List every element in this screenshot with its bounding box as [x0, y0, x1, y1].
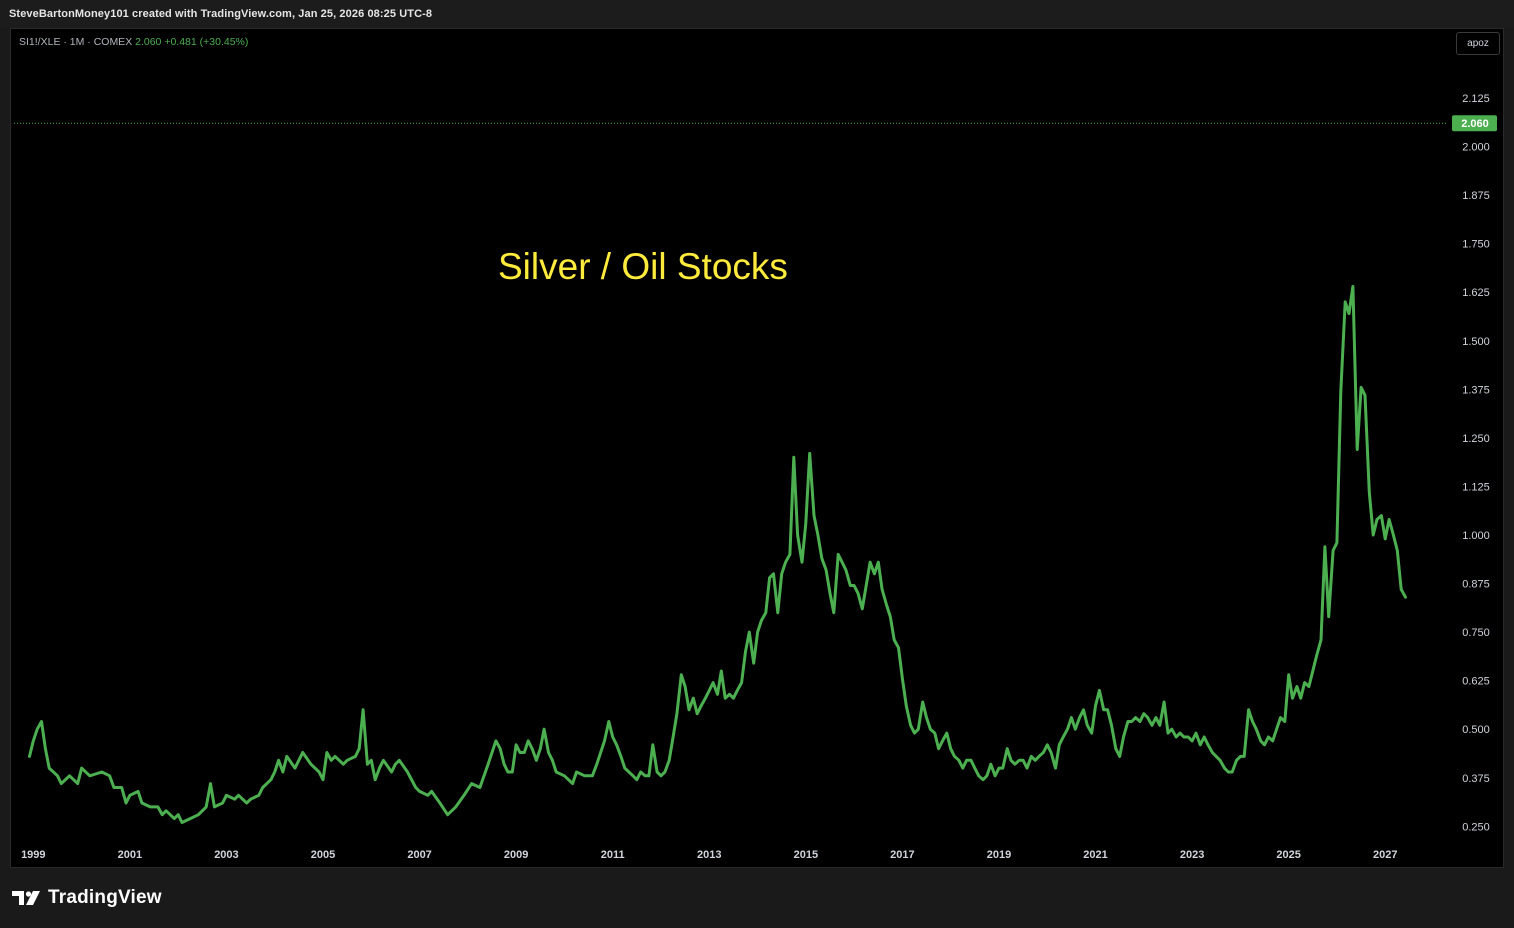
legend-symbol: SI1!/XLE · 1M · COMEX — [19, 36, 133, 48]
y-tick-label-10: 1.000 — [1462, 530, 1490, 542]
credit-text: SteveBartonMoney101 created with Trading… — [9, 8, 433, 20]
x-tick-label-2: 2003 — [214, 849, 238, 861]
y-tick-label-5: 1.625 — [1462, 287, 1490, 299]
y-tick-label-13: 0.625 — [1462, 676, 1490, 688]
legend-last-value: 2.060 — [135, 36, 162, 48]
y-tick-label-16: 0.250 — [1462, 821, 1490, 833]
last-value-label: 2.060 — [1461, 118, 1489, 130]
y-tick-label-15: 0.375 — [1462, 773, 1490, 785]
y-tick-label-11: 0.875 — [1462, 579, 1490, 591]
x-tick-label-11: 2021 — [1083, 849, 1107, 861]
y-tick-label-7: 1.375 — [1462, 384, 1490, 396]
credit-header: SteveBartonMoney101 created with Trading… — [0, 0, 1514, 28]
y-tick-label-1: 2.125 — [1462, 93, 1490, 105]
symbol-legend[interactable]: SI1!/XLE · 1M · COMEX 2.060 +0.481 (+30.… — [19, 36, 248, 48]
y-tick-label-14: 0.500 — [1462, 724, 1490, 736]
scale-mode-button[interactable]: apoz — [1456, 32, 1500, 55]
footer — [0, 868, 1514, 928]
legend-change: +0.481 (+30.45%) — [164, 36, 249, 48]
y-tick-label-3: 1.875 — [1462, 190, 1490, 202]
last-value-badge — [1452, 115, 1497, 132]
y-tick-label-2: 2.000 — [1462, 142, 1490, 154]
tradingview-logo-icon — [12, 891, 40, 905]
y-tick-label-12: 0.750 — [1462, 627, 1490, 639]
x-tick-label-12: 2023 — [1180, 849, 1204, 861]
tradingview-brand-text: TradingView — [48, 887, 162, 908]
x-tick-label-13: 2025 — [1276, 849, 1300, 861]
tradingview-logo[interactable]: TradingView — [12, 887, 162, 909]
series-line — [28, 284, 1407, 824]
x-tick-label-6: 2011 — [601, 849, 625, 861]
x-tick-label-7: 2013 — [697, 849, 721, 861]
y-tick-label-6: 1.500 — [1462, 336, 1490, 348]
x-tick-label-10: 2019 — [987, 849, 1011, 861]
y-tick-label-8: 1.250 — [1462, 433, 1490, 445]
x-tick-label-1: 2001 — [118, 849, 142, 861]
x-tick-label-0: 1999 — [21, 849, 45, 861]
x-tick-label-5: 2009 — [504, 849, 528, 861]
y-tick-label-9: 1.125 — [1462, 481, 1490, 493]
chart-annotation: Silver / Oil Stocks — [498, 246, 788, 287]
x-tick-label-9: 2017 — [890, 849, 914, 861]
x-tick-label-14: 2027 — [1373, 849, 1397, 861]
x-tick-label-3: 2005 — [311, 849, 335, 861]
x-tick-label-8: 2015 — [794, 849, 818, 861]
y-tick-label-4: 1.750 — [1462, 239, 1490, 251]
x-tick-label-4: 2007 — [407, 849, 431, 861]
